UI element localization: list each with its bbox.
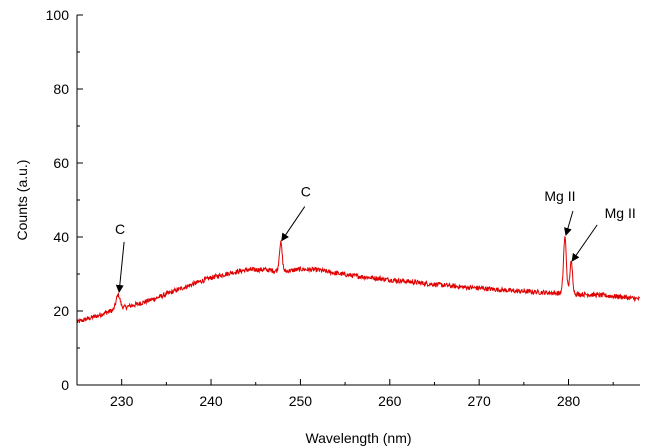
annotation-arrow xyxy=(115,241,125,293)
axes: 0 20 40 60 80 100 230 240 250 260 270 280 xyxy=(46,7,640,409)
x-tick-label: 250 xyxy=(289,393,313,409)
x-tick-label: 240 xyxy=(199,393,223,409)
y-axis-label: Counts (a.u.) xyxy=(14,160,30,241)
annotation-label: C xyxy=(115,221,125,237)
x-tick-label: 230 xyxy=(110,393,134,409)
y-tick-label: 80 xyxy=(53,81,69,97)
annotation-label: C xyxy=(301,184,311,200)
plot-area xyxy=(76,236,641,324)
y-tick-label: 60 xyxy=(53,155,69,171)
annotation-arrow xyxy=(281,206,306,242)
annotation-arrow xyxy=(564,210,574,236)
x-tick-label: 270 xyxy=(467,393,491,409)
annotation-label: Mg II xyxy=(605,205,636,221)
y-tick-label: 20 xyxy=(53,303,69,319)
x-axis-label: Wavelength (nm) xyxy=(305,430,411,446)
spectrum-line xyxy=(76,236,641,324)
annotation-arrow xyxy=(571,224,598,262)
annotations: C C Mg II Mg II xyxy=(115,184,636,293)
y-tick-label: 40 xyxy=(53,229,69,245)
y-tick-label: 100 xyxy=(46,7,70,23)
y-tick-label: 0 xyxy=(61,377,69,393)
x-tick-label: 280 xyxy=(557,393,581,409)
annotation-label: Mg II xyxy=(544,188,575,204)
x-tick-label: 260 xyxy=(378,393,402,409)
